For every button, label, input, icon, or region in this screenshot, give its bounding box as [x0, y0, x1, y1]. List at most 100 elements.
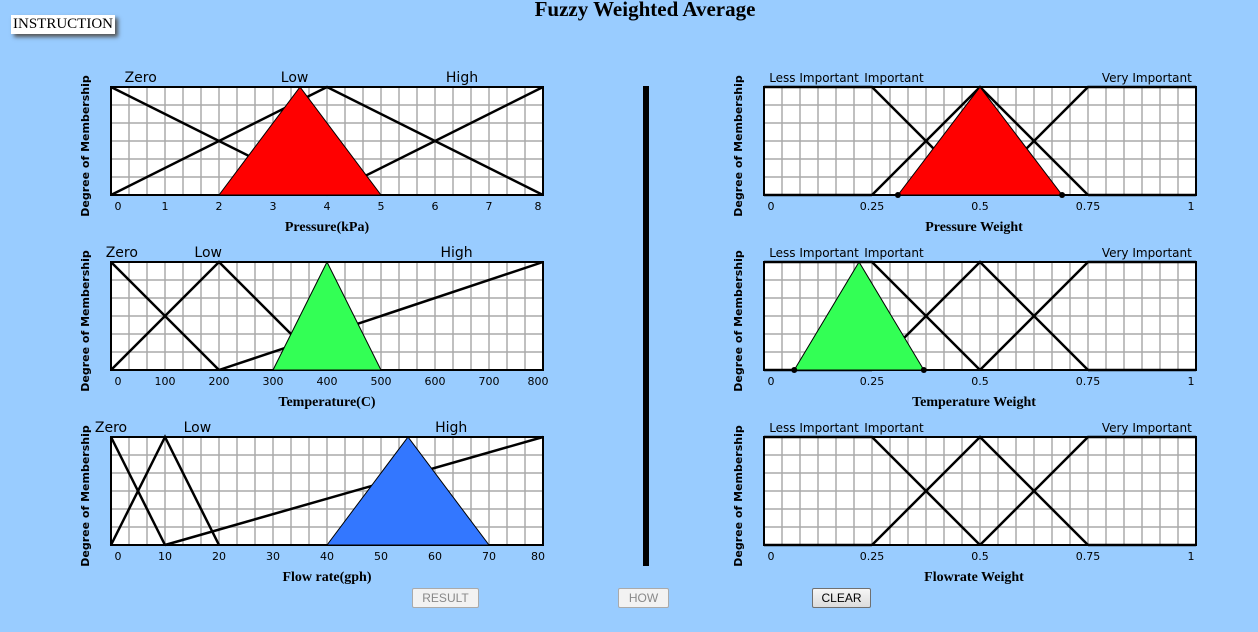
how-button[interactable]: HOW [618, 588, 669, 608]
term-label: Zero [125, 70, 157, 86]
tick-label: 500 [371, 375, 392, 388]
membership-line [218, 260, 544, 372]
tick-label: 5 [378, 200, 385, 213]
tick-label: 200 [209, 375, 230, 388]
tick-label: 20 [212, 550, 226, 563]
tick-label: 10 [158, 550, 172, 563]
tick-label: 1 [1188, 200, 1195, 213]
y-axis-title: Degree of Membership [79, 425, 92, 567]
membership-line [979, 260, 1196, 371]
tick-label: 7 [486, 200, 493, 213]
chart-flowrate: Zero Low High 0 10 20 30 40 50 60 70 80 Flow rate(gp… [79, 420, 545, 585]
tick-label: 400 [317, 375, 338, 388]
y-axis-title: Degree of Membership [732, 75, 745, 217]
term-label: Low [281, 70, 309, 86]
chart-flowrate-weight: Less Important Important Very Important 0 0.… [732, 421, 1197, 585]
tick-label: 0 [115, 550, 122, 563]
y-axis-title: Degree of Membership [79, 75, 92, 217]
tick-label: 4 [324, 200, 331, 213]
tick-label: 2 [216, 200, 223, 213]
input-triangle [896, 86, 1064, 196]
tick-label: 0.5 [971, 550, 989, 563]
tick-label: 700 [479, 375, 500, 388]
term-label: Low [194, 245, 222, 261]
input-triangle [272, 260, 382, 371]
clear-button[interactable]: CLEAR [812, 588, 871, 608]
membership-line [109, 434, 221, 546]
chart-temperature-weight: Less Important Important Very Important 0 0.… [732, 246, 1197, 410]
input-triangle [326, 436, 490, 546]
x-axis-title: Flowrate Weight [924, 570, 1024, 585]
tick-label: 300 [263, 375, 284, 388]
tick-label: 0.5 [971, 375, 989, 388]
chart-pressure: Zero Low High 0 1 2 3 4 5 6 7 8 Pressure(kPa) Degree … [79, 70, 544, 235]
membership-line [164, 435, 544, 547]
term-label: High [446, 70, 478, 86]
page-title: Fuzzy Weighted Average [534, 0, 756, 21]
membership-line [871, 260, 1089, 371]
tick-label: 1 [1188, 375, 1195, 388]
tick-label: 100 [155, 375, 176, 388]
term-label: Zero [95, 420, 127, 436]
term-label: Very Important [1102, 246, 1192, 260]
tick-label: 800 [528, 375, 549, 388]
tick-label: 8 [535, 200, 542, 213]
tick-label: 0.25 [860, 550, 885, 563]
input-triangle [793, 261, 925, 371]
tick-label: 0 [768, 375, 775, 388]
term-label: High [435, 420, 467, 436]
term-label: Less Important [769, 246, 859, 260]
membership-line [979, 435, 1196, 546]
tick-label: 1 [162, 200, 169, 213]
x-axis-title: Pressure(kPa) [285, 220, 370, 235]
membership-line [871, 435, 1089, 546]
x-axis-title: Temperature Weight [912, 395, 1036, 410]
membership-line [764, 260, 981, 371]
tick-label: 80 [531, 550, 545, 563]
tick-label: 0.75 [1076, 550, 1101, 563]
tick-label: 0.75 [1076, 200, 1101, 213]
tick-label: 50 [374, 550, 388, 563]
tick-label: 60 [428, 550, 442, 563]
tick-label: 0 [115, 200, 122, 213]
instruction-button[interactable]: INSTRUCTION [11, 15, 115, 34]
tick-label: 0 [115, 375, 122, 388]
tick-label: 0.75 [1076, 375, 1101, 388]
term-label: Important [864, 71, 924, 85]
tick-label: 70 [482, 550, 496, 563]
tick-label: 0 [768, 200, 775, 213]
chart-temperature: Zero Low High 0 100 200 300 400 500 600 700 800 Temp… [79, 245, 549, 410]
y-axis-title: Degree of Membership [79, 250, 92, 392]
term-label: Very Important [1102, 71, 1192, 85]
y-axis-title: Degree of Membership [732, 425, 745, 567]
tick-label: 0 [768, 550, 775, 563]
tick-label: 1 [1188, 550, 1195, 563]
term-label: Important [864, 421, 924, 435]
term-label: Zero [106, 245, 138, 261]
tick-label: 30 [266, 550, 280, 563]
tick-label: 0.5 [971, 200, 989, 213]
term-label: Less Important [769, 421, 859, 435]
chart-pressure-weight: Less Important Important Very Important 0 0.… [732, 71, 1197, 235]
x-axis-title: Flow rate(gph) [282, 570, 371, 585]
term-label: Very Important [1102, 421, 1192, 435]
membership-line [110, 85, 544, 197]
tick-label: 0.25 [860, 200, 885, 213]
endpoint-dot [791, 367, 798, 373]
endpoint-dot [894, 192, 901, 198]
tick-label: 3 [270, 200, 277, 213]
tick-label: 6 [432, 200, 439, 213]
endpoint-dot [1059, 192, 1066, 198]
y-axis-title: Degree of Membership [732, 250, 745, 392]
term-label: Important [864, 246, 924, 260]
tick-label: 40 [320, 550, 334, 563]
term-label: High [441, 245, 473, 261]
term-label: Less Important [769, 71, 859, 85]
endpoint-dot [920, 367, 927, 373]
membership-line [764, 435, 981, 546]
x-axis-title: Pressure Weight [925, 220, 1023, 235]
input-triangle [218, 86, 382, 196]
divider [643, 86, 649, 566]
result-button[interactable]: RESULT [412, 588, 479, 608]
